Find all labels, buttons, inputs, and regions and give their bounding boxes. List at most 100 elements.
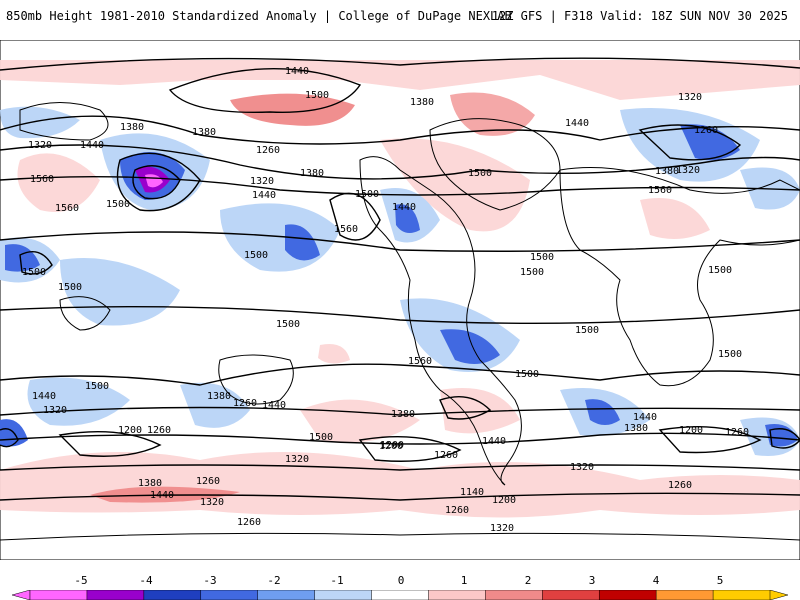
contour-label: 1560 (648, 185, 672, 196)
colorbar-segment (257, 590, 316, 600)
colorbar-arrow-low (12, 590, 31, 600)
colorbar-tick: 5 (716, 574, 724, 587)
colorbar-segment (655, 590, 714, 600)
colorbar-segment (86, 590, 145, 600)
contour-label: 1260 (233, 398, 257, 409)
colorbar-tick: -5 (74, 574, 88, 587)
colorbar-tick: -4 (139, 574, 153, 587)
contour-label: 1500 (305, 90, 329, 101)
colorbar-arrow-high (769, 590, 788, 600)
contour-label: 1380 (624, 423, 648, 434)
contour-label: 1500 (22, 267, 46, 278)
contour-label: 1320 (28, 140, 52, 151)
contour-label: 1500 (355, 189, 379, 200)
contour-label: 1440 (252, 190, 276, 201)
colorbar-tick: 2 (524, 574, 532, 587)
anomaly-map[interactable]: 1440 1500 1380 1320 1440 1380 1320 1260 … (0, 40, 800, 560)
height-contours (0, 57, 800, 501)
contour-label: 1380 (410, 97, 434, 108)
contour-label: 1500 (575, 325, 599, 336)
contour-label: 1440 (262, 400, 286, 411)
colorbar-segment (314, 590, 373, 600)
colorbar: -5 -4 -3 -2 -1 0 1 2 3 4 5 (0, 570, 800, 600)
map-canvas: 1440 1500 1380 1320 1440 1380 1320 1260 … (0, 40, 800, 560)
colorbar-tick: 1 (460, 574, 468, 587)
contour-label: 1440 (150, 490, 174, 501)
contour-label: 1500 (309, 432, 333, 443)
contour-label: 1500 (520, 267, 544, 278)
colorbar-tick: -1 (330, 574, 344, 587)
contour-label: 1560 (55, 203, 79, 214)
contour-label: 1500 (244, 250, 268, 261)
contour-label: 1200 (118, 425, 142, 436)
contour-label: 1260 (445, 505, 469, 516)
contour-label: 1380 (120, 122, 144, 133)
positive-anomaly-areas (0, 60, 800, 518)
colorbar-tick: 0 (397, 574, 405, 587)
contour-label: 1260 (147, 425, 171, 436)
colorbar-tick: 4 (652, 574, 660, 587)
contour-label: 1380 (192, 127, 216, 138)
contour-label: 1500 (515, 369, 539, 380)
colorbar-segment (29, 590, 88, 600)
contour-label: 1200 (679, 425, 703, 436)
contour-label: 1560 (408, 356, 432, 367)
colorbar-segment (371, 590, 430, 600)
contour-label: 1260 (256, 145, 280, 156)
contour-label: 1320 (570, 462, 594, 473)
colorbar-segment (485, 590, 544, 600)
contour-label: 1500 (106, 199, 130, 210)
contour-labels: 1440 1500 1380 1320 1440 1380 1320 1260 … (22, 66, 749, 534)
colorbar-tick: -2 (267, 574, 281, 587)
contour-label: 1500 (718, 349, 742, 360)
contour-label: 1320 (200, 497, 224, 508)
contour-label: 1260 (237, 517, 261, 528)
contour-label: 1500 (708, 265, 732, 276)
contour-label: 1440 (285, 66, 309, 77)
contour-label: 1320 (678, 92, 702, 103)
contour-label: 1200 (379, 441, 403, 452)
contour-label: 1500 (468, 168, 492, 179)
contour-label: 1380 (655, 166, 679, 177)
contour-label: 1260 (694, 125, 718, 136)
contour-label: 1140 (460, 487, 484, 498)
contour-label: 1440 (392, 202, 416, 213)
contour-label: 1500 (85, 381, 109, 392)
map-title: 850mb Height 1981-2010 Standardized Anom… (6, 9, 512, 23)
contour-label: 1560 (334, 224, 358, 235)
contour-label: 1200 (492, 495, 516, 506)
coastlines (0, 102, 800, 541)
header: 850mb Height 1981-2010 Standardized Anom… (0, 0, 800, 38)
contour-label: 1320 (285, 454, 309, 465)
contour-label: 1260 (668, 480, 692, 491)
contour-label: 1380 (300, 168, 324, 179)
contour-label: 1380 (391, 409, 415, 420)
contour-label: 1380 (207, 391, 231, 402)
contour-label: 1500 (530, 252, 554, 263)
colorbar-segment (712, 590, 771, 600)
contour-label: 1320 (43, 405, 67, 416)
contour-label: 1320 (490, 523, 514, 534)
colorbar-segment (200, 590, 259, 600)
colorbar-segment (542, 590, 600, 600)
contour-label: 1440 (32, 391, 56, 402)
contour-label: 1440 (565, 118, 589, 129)
colorbar-scale (12, 590, 788, 600)
colorbar-segment (143, 590, 202, 600)
contour-label: 1200 (380, 440, 404, 451)
colorbar-segment (428, 590, 487, 600)
colorbar-tick: 3 (588, 574, 596, 587)
contour-label: 1320 (250, 176, 274, 187)
contour-label: 1500 (276, 319, 300, 330)
contour-label: 1260 (725, 427, 749, 438)
contour-label: 1320 (676, 165, 700, 176)
contour-label: 1260 (434, 450, 458, 461)
run-info: 12Z GFS | F318 Valid: 18Z SUN NOV 30 202… (491, 9, 788, 23)
contour-label: 1560 (30, 174, 54, 185)
contour-label: 1440 (633, 412, 657, 423)
contour-label: 1260 (196, 476, 220, 487)
colorbar-segment (598, 590, 657, 600)
contour-label: 1500 (58, 282, 82, 293)
contour-label: 1440 (482, 436, 506, 447)
colorbar-tick: -3 (203, 574, 217, 587)
